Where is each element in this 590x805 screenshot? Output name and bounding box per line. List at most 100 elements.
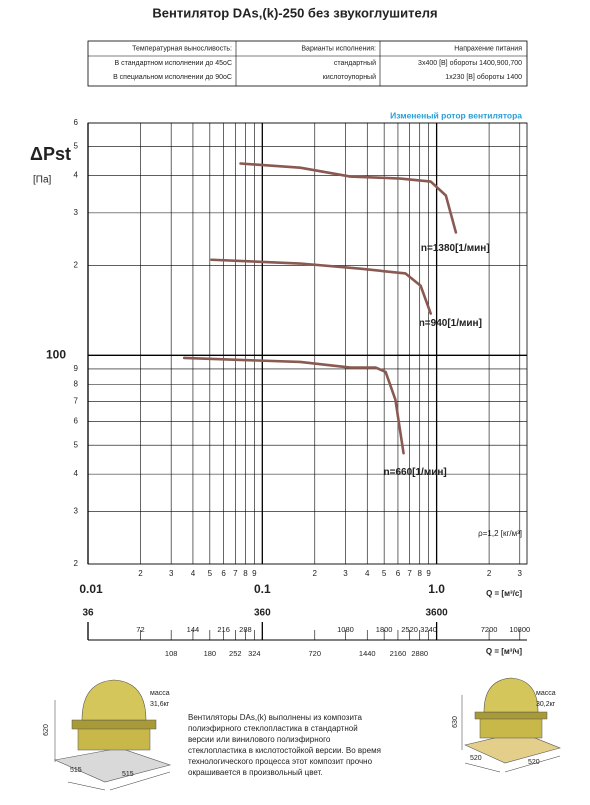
x-tick-label: 9: [426, 569, 431, 578]
x2-tick-label: 72: [136, 625, 144, 634]
x-tick-label: 3: [518, 569, 523, 578]
x-tick-label: 8: [417, 569, 422, 578]
x2-tick-label: 3240: [420, 625, 437, 634]
description-line: версии или винилового полиэфирного: [188, 735, 331, 744]
description-line: технологического процесса этот композит …: [188, 757, 373, 766]
x2-tick-label: 2880: [411, 649, 428, 658]
y-tick-label: 2: [74, 261, 79, 270]
fan-curve: [182, 356, 405, 455]
table-cell: кислотоупорный: [323, 73, 376, 81]
x2-tick-label: 108: [165, 649, 178, 658]
annotation: ρ=1,2 [кг/м³]: [478, 529, 522, 538]
y-tick-label: 9: [74, 364, 79, 373]
y-tick-label: 100: [46, 347, 66, 361]
table-cell: Температурная выносливость:: [132, 45, 232, 52]
table-cell: Напрахение питания: [454, 45, 522, 52]
product-image: [461, 677, 561, 773]
x2-tick-label: 360: [254, 608, 271, 619]
legend-label: n=1380[1/мин]: [421, 243, 490, 254]
x2-tick-label: 144: [187, 625, 200, 634]
x2-tick-label: 324: [248, 649, 261, 658]
chart-title: Вентилятор DAs,(k)-250 без звукоглушител…: [152, 5, 437, 20]
x2-tick-label: 288: [239, 625, 252, 634]
y-tick-label: 4: [74, 469, 79, 478]
x2-tick-label: 36: [82, 608, 94, 619]
x-tick-label: 8: [243, 569, 248, 578]
table-cell: 3x400 [В] обороты 1400,900,700: [418, 59, 522, 67]
legend-label: n=660[1/мин]: [384, 467, 447, 478]
x2-tick-label: 180: [204, 649, 217, 658]
table-cell: В специальном исполнении до 90оС: [113, 74, 232, 81]
x-tick-label: 0.01: [79, 582, 103, 596]
y-tick-label: 3: [74, 208, 79, 217]
product-image: [53, 679, 172, 791]
x2-tick-label: 720: [309, 649, 322, 658]
plot-frame: [87, 122, 528, 565]
x2-tick-label: 216: [217, 625, 230, 634]
y-axis-label: ΔPst: [30, 144, 71, 164]
table-cell: стандартный: [334, 59, 376, 67]
x-tick-label: 3: [169, 569, 174, 578]
x2-tick-label: 7200: [481, 625, 498, 634]
mass: 30,2кг: [536, 701, 556, 708]
subtitle: Измененый ротор вентилятора: [390, 110, 522, 120]
table-cell: 1x230 [В] обороты 1400: [445, 73, 522, 81]
x-tick-label: 1.0: [428, 582, 445, 596]
dimension: 620: [43, 724, 50, 736]
x2-tick-label: 10800: [509, 625, 530, 634]
y-axis-unit: [Па]: [33, 175, 52, 186]
x2-tick-label: 3600: [425, 608, 448, 619]
dimension: 520: [470, 755, 482, 762]
x-tick-label: 4: [191, 569, 196, 578]
fan-curve: [210, 258, 433, 315]
y-tick-label: 2: [74, 559, 79, 568]
x-tick-label: 5: [208, 569, 213, 578]
x2-tick-label: 1800: [376, 625, 393, 634]
x2-tick-label: 2520: [401, 625, 418, 634]
x-tick-label: 9: [252, 569, 257, 578]
x2-tick-label: 1080: [337, 625, 354, 634]
x2-tick-label: 1440: [359, 649, 376, 658]
x-tick-label: 4: [365, 569, 370, 578]
description-line: окрашивается в произвольный цвет.: [188, 768, 323, 777]
y-tick-label: 6: [74, 417, 79, 426]
y-tick-label: 4: [74, 171, 79, 180]
description-line: Вентиляторы DAs,(k) выполнены из компози…: [188, 713, 363, 722]
y-tick-label: 7: [74, 397, 79, 406]
x-tick-label: 2: [487, 569, 492, 578]
fan-curve: [239, 162, 458, 234]
x-tick-label: 6: [221, 569, 226, 578]
x-tick-label: 0.1: [254, 582, 271, 596]
dimension: 520: [528, 759, 540, 766]
mass-label: масса: [536, 690, 556, 697]
y-tick-label: 5: [74, 142, 79, 151]
x-tick-label: 7: [407, 569, 412, 578]
y-tick-label: 3: [74, 507, 79, 516]
x-tick-label: 5: [382, 569, 387, 578]
x2-tick-label: 252: [229, 649, 242, 658]
x-tick-label: 3: [343, 569, 348, 578]
mass: 31,6кг: [150, 701, 170, 708]
x-axis-label: Q = [м³/с]: [486, 589, 522, 598]
x-tick-label: 2: [313, 569, 318, 578]
legend-label: n=940[1/мин]: [419, 318, 482, 329]
description-line: стеклопластика в кислотостойкой версии. …: [188, 746, 381, 755]
x2-axis-label: Q = [м³/ч]: [486, 647, 522, 656]
x2-tick-label: 2160: [390, 649, 407, 658]
x-tick-label: 2: [138, 569, 143, 578]
dimension: 630: [452, 716, 459, 728]
x-tick-label: 6: [396, 569, 401, 578]
y-tick-label: 6: [74, 118, 79, 127]
x-tick-label: 7: [233, 569, 238, 578]
y-tick-label: 5: [74, 440, 79, 449]
mass-label: масса: [150, 690, 170, 697]
table-border: [87, 40, 528, 87]
description: Вентиляторы DAs,(k) выполнены из компози…: [188, 713, 381, 777]
table-cell: В стандартном исполнении до 45оС: [114, 60, 232, 67]
dimension: 515: [70, 767, 82, 774]
description-line: полиэфирного стеклопластика в стандартно…: [188, 724, 358, 733]
spec-table: Температурная выносливость: Варианты исп…: [87, 40, 528, 87]
y-tick-label: 8: [74, 379, 79, 388]
dimension: 515: [122, 771, 134, 778]
